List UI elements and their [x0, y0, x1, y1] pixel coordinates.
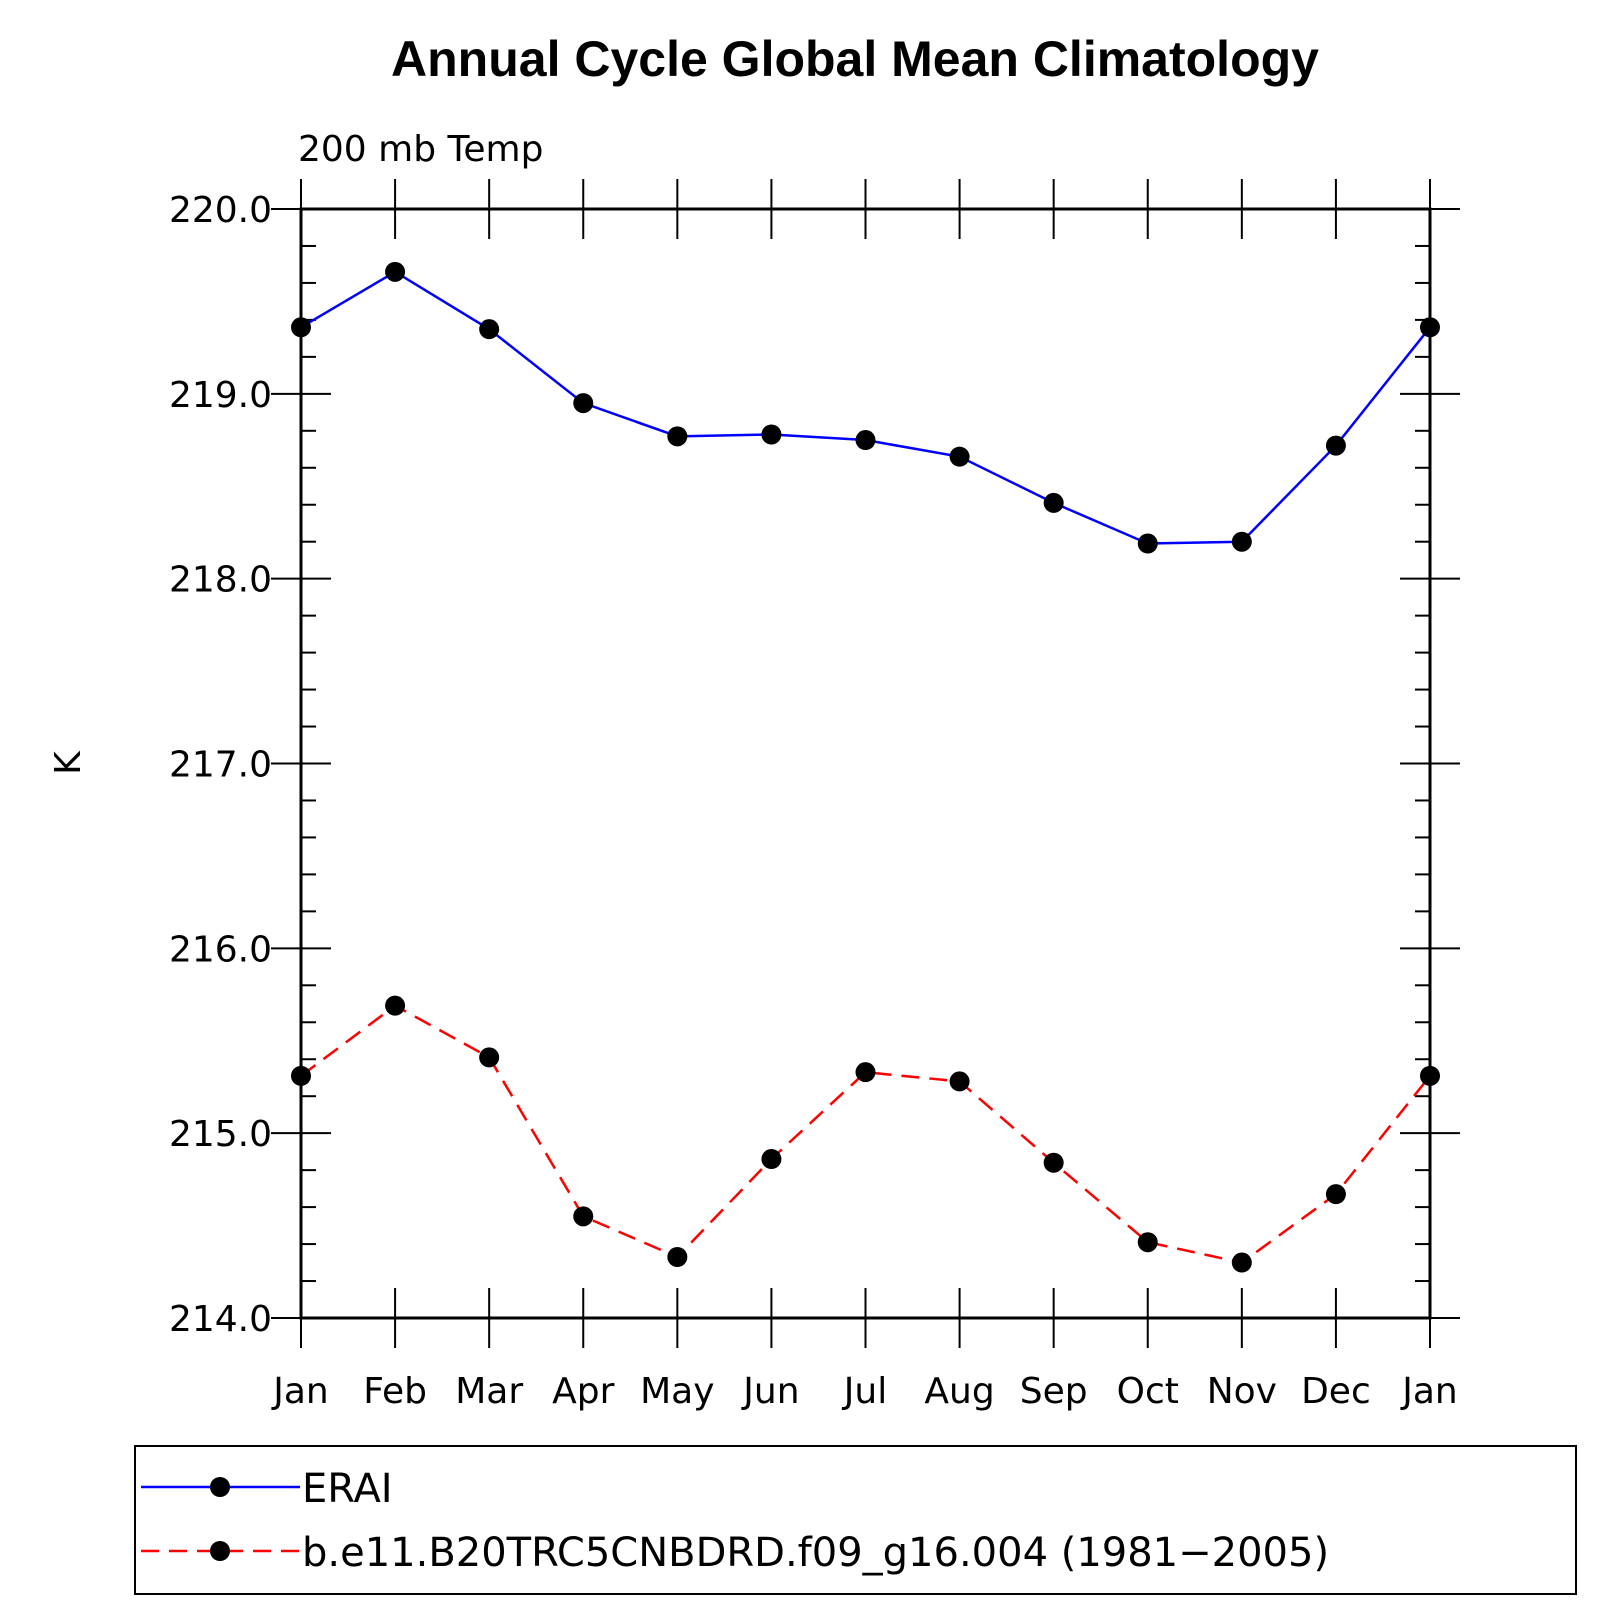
chart-subtitle: 200 mb Temp [298, 129, 543, 170]
legend-box [134, 1445, 1577, 1595]
data-point-0 [573, 393, 594, 414]
series-line-1 [300, 1004, 1431, 1264]
data-point-1 [1137, 1232, 1158, 1253]
y-tick-label: 220.0 [169, 190, 272, 231]
x-tick-label: Jan [1400, 1371, 1458, 1412]
x-tick-label: Jan [271, 1371, 329, 1412]
x-tick-label: Nov [1207, 1371, 1277, 1412]
x-tick-label: Feb [363, 1371, 427, 1412]
data-point-1 [573, 1206, 594, 1227]
legend-label-0: ERAI [302, 1466, 393, 1512]
series-line-0 [300, 270, 1431, 545]
data-point-1 [1325, 1184, 1346, 1205]
y-axis-label: K [48, 750, 89, 775]
data-point-0 [855, 430, 876, 451]
data-point-0 [1137, 533, 1158, 554]
legend-label-1: b.e11.B20TRC5CNBDRD.f09_g16.004 (1981−20… [302, 1530, 1329, 1576]
data-point-1 [667, 1247, 688, 1268]
data-point-0 [949, 446, 970, 467]
data-point-1 [855, 1062, 876, 1083]
y-tick-label: 219.0 [169, 375, 272, 416]
chart-title: Annual Cycle Global Mean Climatology [391, 31, 1319, 87]
legend-marker-1 [210, 1541, 230, 1561]
legend-marker-0 [210, 1477, 230, 1497]
data-point-1 [385, 995, 406, 1016]
data-point-0 [1325, 435, 1346, 456]
x-tick-label: Dec [1301, 1371, 1371, 1412]
y-tick-label: 218.0 [169, 560, 272, 601]
data-point-0 [667, 426, 688, 447]
data-point-1 [1231, 1252, 1252, 1273]
x-tick-label: Jun [741, 1371, 799, 1412]
x-tick-label: Oct [1117, 1371, 1179, 1412]
data-point-1 [479, 1047, 500, 1068]
data-point-0 [761, 424, 782, 445]
y-tick-label: 214.0 [169, 1299, 272, 1340]
y-tick-label: 217.0 [169, 745, 272, 786]
x-tick-label: Mar [455, 1371, 523, 1412]
data-point-1 [291, 1065, 311, 1086]
data-point-1 [1420, 1065, 1440, 1086]
x-tick-label: Sep [1020, 1371, 1088, 1412]
data-point-1 [1043, 1152, 1064, 1173]
data-point-0 [1420, 317, 1440, 338]
x-tick-label: Apr [552, 1371, 614, 1412]
data-point-1 [949, 1071, 970, 1092]
x-tick-label: May [640, 1371, 714, 1412]
data-point-1 [761, 1149, 782, 1170]
data-point-0 [291, 317, 311, 338]
x-tick-label: Aug [924, 1371, 994, 1412]
data-point-0 [479, 319, 500, 340]
data-point-0 [385, 261, 406, 282]
y-tick-label: 216.0 [169, 929, 272, 970]
data-point-0 [1043, 492, 1064, 513]
y-tick-label: 215.0 [169, 1114, 272, 1155]
x-tick-label: Jul [842, 1371, 887, 1412]
data-point-0 [1231, 531, 1252, 552]
plot-frame [299, 207, 1432, 1320]
